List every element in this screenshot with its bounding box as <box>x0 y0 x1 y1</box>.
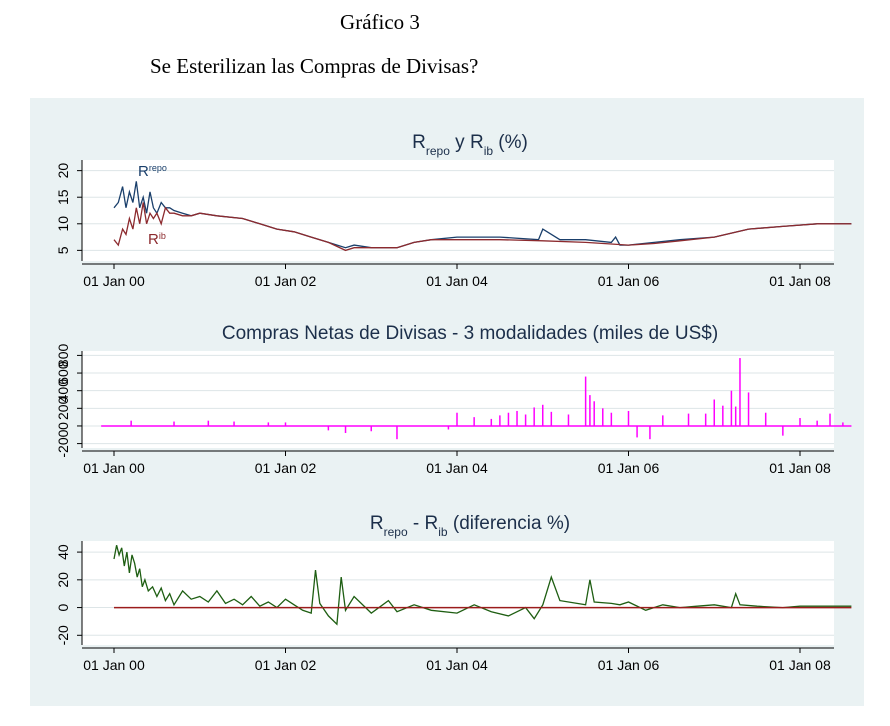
title-text: R <box>412 132 426 153</box>
plot-area <box>82 541 834 645</box>
title-subscript: ib <box>438 525 448 539</box>
x-tick-label: 01 Jan 00 <box>83 657 145 673</box>
y-tick-label: 200 <box>55 396 71 420</box>
title-subscript: ib <box>484 144 494 158</box>
series-line-diferencia <box>113 545 852 626</box>
plot-area <box>82 351 834 448</box>
title-text: (diferencia %) <box>448 513 571 534</box>
x-tick-label: 01 Jan 00 <box>83 273 145 289</box>
x-tick-label: 01 Jan 00 <box>83 460 145 476</box>
x-tick-label: 01 Jan 02 <box>255 460 317 476</box>
y-tick-label: -200 <box>55 429 71 457</box>
title-text: - R <box>408 513 439 534</box>
chart-title: Rrepo - Rib (diferencia %) <box>370 513 570 539</box>
x-tick-label: 01 Jan 04 <box>426 657 488 673</box>
title-text: y R <box>450 132 484 153</box>
x-tick-label: 01 Jan 02 <box>255 657 317 673</box>
x-tick-label: 01 Jan 02 <box>255 273 317 289</box>
y-tick-label: 600 <box>55 361 71 385</box>
y-tick-label: 20 <box>55 163 71 179</box>
y-tick-label: 0 <box>55 422 71 430</box>
document-subheading: Se Esterilizan las Compras de Divisas? <box>150 54 479 78</box>
y-tick-label: 800 <box>55 344 71 368</box>
chart-title: Rrepo y Rib (%) <box>412 132 528 158</box>
y-tick-label: 400 <box>55 379 71 403</box>
y-tick-label: 40 <box>55 544 71 560</box>
chart-title: Compras Netas de Divisas - 3 modalidades… <box>222 323 718 344</box>
chart-panel-3: Rrepo - Rib (diferencia %) -20 0 20 40 01 Jan… <box>55 513 852 673</box>
title-text: R <box>370 513 384 534</box>
x-tick-label: 01 Jan 04 <box>426 273 488 289</box>
series-annotation: Rib <box>148 231 166 248</box>
x-tick-label: 01 Jan 08 <box>769 657 831 673</box>
plot-area <box>82 160 834 261</box>
x-tick-label: 01 Jan 06 <box>598 273 660 289</box>
annotation-base: R <box>148 231 159 248</box>
x-tick-label: 01 Jan 06 <box>598 657 660 673</box>
y-tick-label: 0 <box>55 603 71 611</box>
chart-panel-2: Compras Netas de Divisas - 3 modalidades… <box>55 323 852 476</box>
y-tick-label: 20 <box>55 572 71 588</box>
title-text: (%) <box>493 132 528 153</box>
figure-panel: Rrepo y Rib (%) 5 10 15 20 01 Jan 00 01 Jan 02… <box>30 98 864 706</box>
annotation-sup: repo <box>149 163 167 173</box>
y-tick-label: 10 <box>55 216 71 232</box>
title-subscript: repo <box>426 144 450 158</box>
annotation-base: R <box>138 163 149 180</box>
y-tick-label: -20 <box>55 625 71 645</box>
series-line-rib <box>113 202 852 252</box>
y-tick-label: 15 <box>55 189 71 205</box>
document-heading: Gráfico 3 <box>340 10 420 34</box>
x-tick-label: 01 Jan 08 <box>769 273 831 289</box>
x-tick-label: 01 Jan 04 <box>426 460 488 476</box>
title-subscript: repo <box>384 525 408 539</box>
x-tick-label: 01 Jan 06 <box>598 460 660 476</box>
series-annotation: Rrepo <box>138 163 167 180</box>
y-tick-label: 5 <box>55 246 71 254</box>
x-tick-label: 01 Jan 08 <box>769 460 831 476</box>
annotation-sup: ib <box>159 231 166 241</box>
